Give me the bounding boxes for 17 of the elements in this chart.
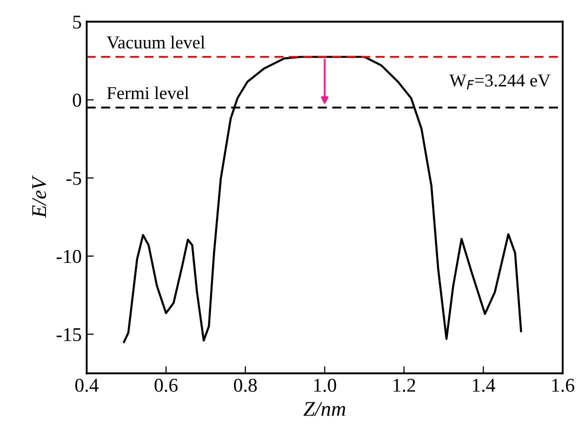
y-tick-label: -5 (66, 172, 82, 185)
x-axis-title: Z/nm (304, 402, 346, 416)
ref-line-label: Fermi level (107, 86, 189, 100)
y-tick-label: -10 (56, 250, 82, 264)
annotation: W$_{F}$=3.244 eV (449, 74, 550, 90)
x-tick-label: 1.4 (472, 378, 496, 392)
x-tick-label: 1.2 (394, 378, 416, 392)
x-tick-label: 0.8 (234, 378, 257, 392)
x-tick-label: 1.0 (314, 378, 336, 392)
y-tick-label: -15 (56, 328, 82, 342)
ref-line-label: Vacuum level (106, 36, 205, 49)
y-tick-label: 0 (72, 94, 82, 107)
x-tick-label: 0.6 (154, 378, 178, 392)
y-tick-label: 5 (73, 16, 82, 29)
x-tick-label: 1.6 (552, 378, 574, 392)
y-axis-title: E/eV (32, 175, 46, 218)
x-tick-label: 0.4 (75, 378, 99, 392)
